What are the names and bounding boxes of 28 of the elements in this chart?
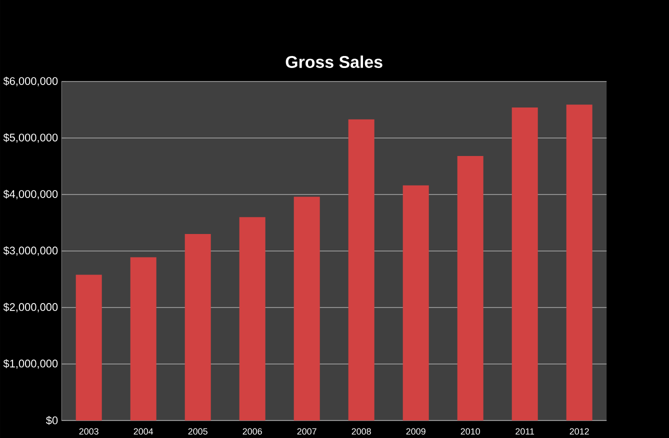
x-tick-label: 2004: [134, 428, 154, 435]
x-tick-label: 2011: [516, 428, 534, 435]
bar: [184, 234, 211, 420]
y-tick-label: $3,000,000: [3, 246, 58, 256]
bar: [402, 185, 429, 420]
x-tick-label: 2005: [188, 428, 208, 435]
x-tick-label: 2010: [460, 428, 480, 435]
bar: [239, 217, 266, 420]
x-tick-label: 2006: [242, 428, 262, 435]
x-tick-label: 2012: [570, 428, 589, 435]
y-tick-label: $2,000,000: [3, 302, 58, 312]
y-tick-label: $0: [46, 416, 58, 425]
x-tick-label: 2003: [79, 428, 98, 435]
y-tick-label: $1,000,000: [3, 359, 58, 369]
bar: [294, 196, 320, 420]
x-tick-label: 2008: [352, 428, 371, 435]
y-tick-label: $6,000,000: [3, 76, 58, 86]
bar: [512, 107, 538, 420]
y-tick-label: $5,000,000: [3, 133, 58, 143]
bar: [348, 119, 374, 420]
bar: [130, 257, 156, 420]
x-tick-label: 2007: [297, 428, 316, 435]
x-tick-label: 2009: [406, 428, 426, 435]
y-tick-label: $4,000,000: [3, 190, 58, 200]
bar: [566, 104, 592, 420]
bar: [457, 156, 484, 420]
chart-title: Gross Sales: [286, 56, 382, 68]
bar: [76, 274, 102, 420]
